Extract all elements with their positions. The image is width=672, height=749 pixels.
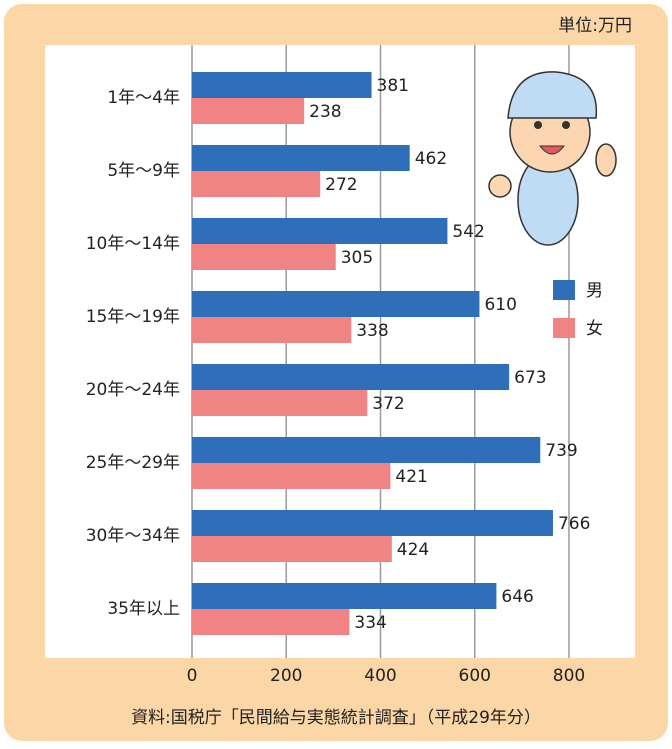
bar [192,437,540,463]
bar [192,583,496,609]
bar [192,244,336,270]
y-tick-label: 35年以上 [107,599,180,619]
bar [192,72,372,98]
legend-label: 女 [586,319,603,339]
bar [192,390,367,416]
mascot-eye [562,121,570,129]
y-tick-label: 15年〜19年 [86,307,180,327]
bar [192,218,447,244]
value-label: 766 [558,514,590,534]
x-tick-label: 0 [187,666,198,686]
y-tick-label: 30年〜34年 [86,526,180,546]
x-tick-label: 800 [553,666,585,686]
value-label: 338 [356,321,388,341]
value-label: 462 [415,149,447,169]
unit-label: 単位:万円 [558,16,632,36]
x-tick-label: 200 [270,666,302,686]
y-tick-label: 25年〜29年 [86,453,180,473]
bar [192,317,351,343]
legend-swatch [553,280,575,300]
mascot-hand [596,144,616,176]
value-label: 272 [325,175,357,195]
value-label: 305 [341,248,373,268]
bar [192,609,349,635]
value-label: 646 [501,587,533,607]
mascot-eye [534,121,542,129]
bar [192,364,509,390]
bar [192,463,390,489]
bar [192,98,304,124]
value-label: 542 [452,222,484,242]
legend-label: 男 [586,281,603,301]
value-label: 381 [377,76,409,96]
value-label: 372 [372,394,404,414]
x-tick-label: 400 [364,666,396,686]
bar [192,171,320,197]
bar [192,536,392,562]
y-tick-label: 20年〜24年 [86,380,180,400]
bar [192,291,479,317]
y-tick-label: 5年〜9年 [107,161,180,181]
bar [192,510,553,536]
value-label: 421 [395,467,427,487]
value-label: 610 [484,295,516,315]
legend-swatch [553,318,575,338]
x-tick-label: 600 [459,666,491,686]
value-label: 739 [545,441,577,461]
source: 資料:国税庁「民間給与実態統計調査」（平成29年分） [131,708,541,728]
y-tick-label: 1年〜4年 [107,88,180,108]
chart: 単位:万円 資料:国税庁「民間給与実態統計調査」（平成29年分） 0 200 400… [0,0,672,745]
value-label: 424 [397,540,429,560]
value-label: 238 [309,102,341,122]
mascot-hand [489,175,511,197]
value-label: 673 [514,368,546,388]
value-label: 334 [354,613,386,633]
bar [192,145,410,171]
y-tick-label: 10年〜14年 [86,234,180,254]
